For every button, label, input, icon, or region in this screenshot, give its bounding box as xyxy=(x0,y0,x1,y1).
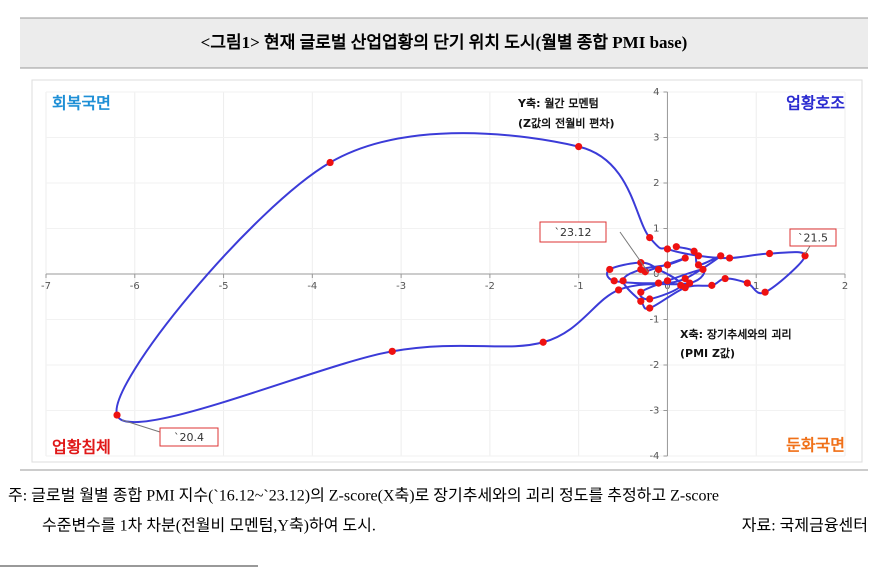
point xyxy=(801,252,809,260)
callout-box xyxy=(159,427,219,447)
point xyxy=(575,143,583,151)
point xyxy=(694,252,703,260)
x-tick-label: -3 xyxy=(396,281,406,292)
point xyxy=(765,249,774,258)
series-line xyxy=(115,132,807,424)
y-tick-label: -1 xyxy=(649,315,659,326)
point xyxy=(646,234,654,242)
source: 자료: 국제금융센터 xyxy=(742,517,868,535)
point xyxy=(663,277,672,285)
point xyxy=(654,279,663,287)
callout-leader xyxy=(619,231,649,273)
callout-box xyxy=(789,228,837,247)
point xyxy=(539,338,547,346)
callout-label: `21.5 xyxy=(798,232,828,245)
x-tick-label: -6 xyxy=(130,281,140,292)
footnote: 수준변수를 1차 차분(전월비 모멘텀,Y축)하여 도시. xyxy=(42,517,376,535)
quadrant-label: 회복국면 xyxy=(52,94,111,113)
quadrant-label: 둔화국면 xyxy=(786,436,845,455)
point xyxy=(681,284,689,292)
point xyxy=(113,411,121,419)
point xyxy=(646,295,654,303)
point xyxy=(761,288,769,296)
point xyxy=(646,304,654,312)
callout-leader xyxy=(804,245,811,255)
point xyxy=(699,265,707,274)
x-tick-label: -1 xyxy=(574,281,584,292)
footnote: 주: 글로벌 월별 종합 PMI 지수(`16.12~`23.12)의 Z-sc… xyxy=(8,487,719,505)
y-tick-label: 2 xyxy=(653,178,659,189)
title-box xyxy=(20,18,868,68)
callout-label: `23.12 xyxy=(555,226,592,239)
point xyxy=(663,261,672,269)
callout-box xyxy=(539,221,607,243)
point xyxy=(694,261,703,269)
y-tick-label: 3 xyxy=(653,133,659,144)
point xyxy=(725,254,734,262)
point xyxy=(681,254,689,262)
axis-annotation: Y축: 월간 모멘텀 xyxy=(517,96,599,110)
x-tick-label: 2 xyxy=(842,281,848,292)
x-tick-label: 1 xyxy=(753,281,759,292)
point xyxy=(672,243,680,251)
point xyxy=(388,347,396,355)
point xyxy=(637,288,645,296)
point xyxy=(686,279,694,287)
point xyxy=(637,297,645,305)
chart-title: <그림1> 현재 글로벌 산업업황의 단기 위치 도시(월별 종합 PMI ba… xyxy=(201,32,688,52)
callout-leader xyxy=(121,419,161,433)
point xyxy=(606,265,614,274)
plot-frame xyxy=(31,79,863,463)
y-tick-label: -3 xyxy=(649,406,659,417)
x-tick-label: -4 xyxy=(307,281,317,292)
plot: -7-6-5-4-3-2-1012-4-3-2-101234회복국면업황호조업황… xyxy=(31,79,863,463)
point xyxy=(619,277,627,285)
point xyxy=(708,281,716,289)
point xyxy=(690,247,698,255)
axis-annotation: (Z값의 전월비 편차) xyxy=(518,116,615,130)
axis-annotation: (PMI Z값) xyxy=(680,347,735,360)
x-tick-label: -2 xyxy=(485,281,495,292)
point xyxy=(743,279,751,287)
quadrant-label: 업황호조 xyxy=(786,94,845,113)
point xyxy=(721,274,729,283)
y-tick-label: 1 xyxy=(653,224,659,235)
x-tick-label: -5 xyxy=(219,281,229,292)
point xyxy=(717,252,725,260)
point xyxy=(615,286,623,294)
y-tick-label: 4 xyxy=(653,87,659,98)
callout-label: `20.4 xyxy=(174,431,204,444)
point xyxy=(654,265,663,274)
x-tick-label: -7 xyxy=(41,281,51,292)
point xyxy=(681,274,689,283)
y-tick-label: -4 xyxy=(649,451,659,462)
y-tick-label: -2 xyxy=(649,360,659,371)
axis-annotation: X축: 장기추세와의 괴리 xyxy=(680,327,792,341)
quadrant-label: 업황침체 xyxy=(52,438,111,457)
point xyxy=(663,245,672,253)
point xyxy=(326,158,334,167)
point xyxy=(610,277,618,285)
